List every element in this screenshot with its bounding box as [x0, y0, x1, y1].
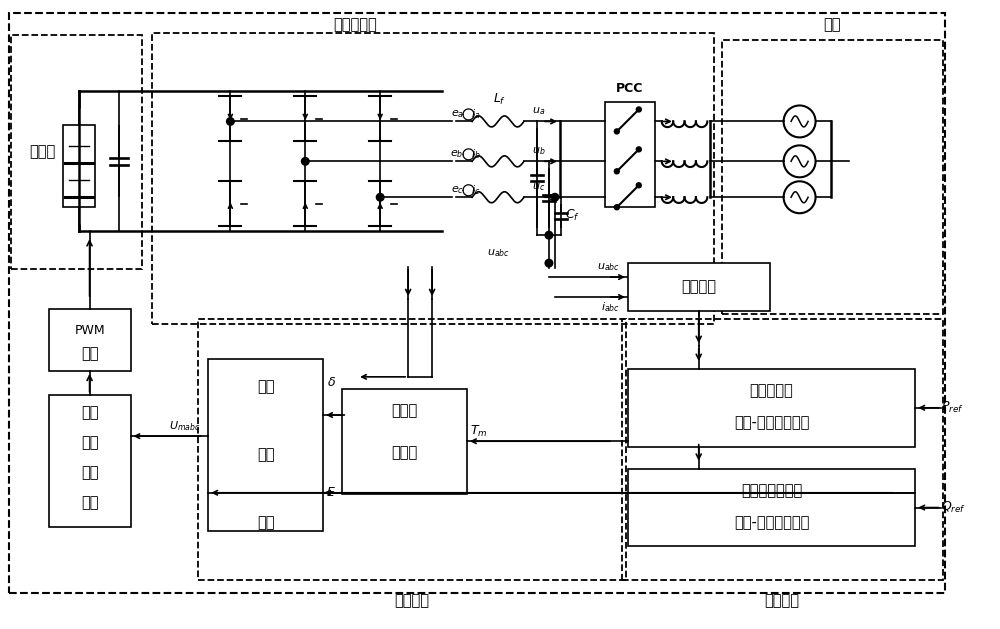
Text: $u_b$: $u_b$ [532, 145, 546, 157]
Text: $U_{mabc}$: $U_{mabc}$ [169, 420, 200, 433]
Text: PWM: PWM [74, 324, 105, 337]
Text: $u_c$: $u_c$ [532, 181, 546, 193]
Text: 械方程: 械方程 [392, 445, 418, 460]
Text: $e_b$: $e_b$ [450, 148, 464, 160]
Text: $T_m$: $T_m$ [470, 424, 488, 439]
Text: 电流: 电流 [81, 435, 98, 450]
Circle shape [551, 194, 559, 201]
Text: $Q_{ref}$: $Q_{ref}$ [941, 500, 966, 515]
Bar [628, 369, 915, 447]
Text: 定子: 定子 [257, 379, 275, 394]
Text: $i_{abc}$: $i_{abc}$ [601, 300, 620, 314]
Text: 调制: 调制 [81, 346, 98, 361]
Circle shape [636, 183, 641, 188]
Circle shape [545, 259, 553, 267]
Text: 方程: 方程 [257, 515, 275, 530]
Text: $u_{abc}$: $u_{abc}$ [487, 247, 510, 259]
Bar [63, 125, 95, 207]
Bar [152, 33, 714, 324]
Circle shape [614, 169, 619, 174]
Text: 虚拟励磁调节器: 虚拟励磁调节器 [741, 483, 802, 498]
Text: 电池组: 电池组 [30, 144, 56, 159]
Text: $L_f$: $L_f$ [493, 92, 507, 107]
Text: 虚拟调速器: 虚拟调速器 [750, 383, 793, 398]
Text: 下垂控制: 下垂控制 [764, 593, 799, 608]
Circle shape [614, 129, 619, 134]
Bar [198, 319, 626, 581]
Text: $e_c$: $e_c$ [451, 184, 464, 196]
Text: $P_{ref}$: $P_{ref}$ [941, 400, 964, 415]
Text: 闭环: 闭环 [81, 465, 98, 480]
Text: $e_a$: $e_a$ [451, 109, 464, 120]
Bar [622, 319, 943, 581]
Text: $C_f$: $C_f$ [565, 208, 580, 223]
Text: $i_b$: $i_b$ [471, 147, 481, 161]
Circle shape [227, 118, 234, 125]
Text: $\delta$: $\delta$ [327, 376, 336, 389]
Circle shape [301, 157, 309, 165]
Text: PCC: PCC [616, 82, 644, 95]
Bar [11, 35, 142, 269]
Bar [722, 40, 943, 314]
Bar [342, 389, 467, 494]
Circle shape [636, 107, 641, 112]
Text: 无功-电压下垂控制: 无功-电压下垂控制 [734, 515, 809, 530]
Text: 转子机: 转子机 [392, 403, 418, 418]
Circle shape [376, 194, 384, 201]
Circle shape [614, 205, 619, 209]
Text: 控制: 控制 [81, 495, 98, 510]
Text: 虚拟同步机: 虚拟同步机 [333, 17, 377, 32]
Text: 功率计算: 功率计算 [681, 279, 716, 294]
Circle shape [545, 231, 553, 239]
Bar [605, 103, 655, 207]
Bar [628, 263, 770, 311]
Bar [49, 309, 131, 371]
Text: 有功-频率下垂控制: 有功-频率下垂控制 [734, 415, 809, 430]
Bar [49, 395, 131, 526]
Text: 本体模型: 本体模型 [395, 593, 430, 608]
Text: $i_c$: $i_c$ [471, 184, 481, 197]
Circle shape [636, 147, 641, 152]
Text: 电压: 电压 [81, 405, 98, 420]
Text: $E$: $E$ [326, 486, 336, 499]
Text: $u_{abc}$: $u_{abc}$ [597, 261, 620, 273]
Text: $u_a$: $u_a$ [532, 106, 546, 118]
Bar [628, 469, 915, 547]
Text: 电网: 电网 [823, 17, 840, 32]
Bar [208, 359, 323, 530]
Text: $i_a$: $i_a$ [471, 108, 481, 121]
Text: 电气: 电气 [257, 447, 275, 462]
